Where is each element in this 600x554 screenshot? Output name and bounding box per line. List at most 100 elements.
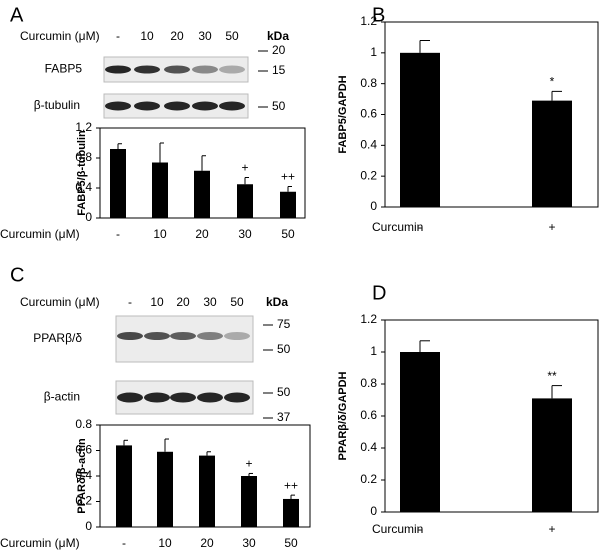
lane-label: - — [128, 295, 132, 309]
x-axis-label: Curcumin — [372, 220, 423, 234]
lane-label: 20 — [176, 295, 190, 309]
x-tick-label: 50 — [284, 536, 298, 550]
marker-label: 50 — [277, 385, 291, 399]
blot-band — [164, 65, 190, 74]
y-tick-label: 0.4 — [75, 468, 92, 482]
bar — [152, 162, 168, 218]
blot-band — [170, 392, 196, 403]
blot-band — [219, 65, 245, 74]
panel-label: C — [10, 264, 24, 286]
significance-label: + — [241, 161, 248, 175]
y-tick-label: 1.2 — [75, 120, 92, 134]
blot-band — [105, 101, 131, 111]
y-tick-label: 0 — [370, 199, 377, 213]
bar — [283, 498, 299, 527]
bar — [532, 398, 572, 512]
panel-label: A — [10, 4, 24, 26]
blot-band — [197, 392, 223, 403]
blot-band — [134, 65, 160, 74]
marker-label: 50 — [272, 99, 286, 113]
bar — [157, 451, 173, 527]
blot-band — [224, 392, 250, 403]
unit-label: kDa — [267, 29, 289, 43]
y-tick-label: 0 — [85, 210, 92, 224]
bar — [194, 170, 210, 218]
x-axis-label: Curcumin (μM) — [0, 536, 80, 550]
x-tick-label: - — [418, 522, 422, 536]
bar — [532, 100, 572, 207]
treatment-label: Curcumin (μM) — [20, 295, 100, 309]
x-tick-label: 20 — [200, 536, 214, 550]
marker-label: 15 — [272, 63, 286, 77]
x-tick-label: 20 — [195, 227, 209, 241]
x-tick-label: 30 — [242, 536, 256, 550]
x-tick-label: - — [418, 220, 422, 234]
y-axis-label: FABP5/GAPDH — [337, 75, 349, 153]
y-tick-label: 0 — [85, 519, 92, 533]
x-tick-label: + — [548, 220, 555, 234]
x-tick-label: + — [548, 522, 555, 536]
x-tick-label: - — [122, 536, 126, 550]
y-tick-label: 0.6 — [360, 107, 377, 121]
blot-band — [224, 332, 250, 340]
lane-label: - — [116, 29, 120, 43]
blot-band — [117, 392, 143, 403]
lane-label: 10 — [140, 29, 154, 43]
x-tick-label: - — [116, 227, 120, 241]
lane-label: 10 — [150, 295, 164, 309]
y-tick-label: 1.2 — [360, 14, 377, 28]
blot-band — [144, 332, 170, 340]
blot-row-label: β-tubulin — [34, 98, 80, 112]
marker-label: 20 — [272, 43, 286, 57]
x-tick-label: 30 — [238, 227, 252, 241]
bar — [400, 52, 440, 208]
marker-label: 50 — [277, 342, 291, 356]
lane-label: 50 — [225, 29, 239, 43]
y-tick-label: 0.8 — [75, 150, 92, 164]
y-tick-label: 1 — [370, 344, 377, 358]
x-tick-label: 10 — [158, 536, 172, 550]
y-tick-label: 0.4 — [360, 440, 377, 454]
y-tick-label: 0.2 — [360, 168, 377, 182]
y-tick-label: 0.4 — [75, 180, 92, 194]
significance-label: ++ — [284, 478, 298, 492]
y-tick-label: 0.8 — [75, 417, 92, 431]
y-axis-label: FABP5/β-tubulin — [76, 130, 88, 216]
blot-band — [164, 101, 190, 111]
blot-row-label: FABP5 — [45, 62, 83, 76]
treatment-label: Curcumin (μM) — [20, 29, 100, 43]
significance-label: ** — [547, 369, 557, 383]
y-tick-label: 0.8 — [360, 76, 377, 90]
y-axis-label: PPARβ/δ/GAPDH — [337, 371, 349, 460]
y-tick-label: 0.2 — [360, 472, 377, 486]
blot-band — [197, 332, 223, 340]
marker-label: 75 — [277, 317, 291, 331]
blot-band — [134, 101, 160, 111]
y-tick-label: 1 — [370, 45, 377, 59]
blot-band — [105, 65, 131, 74]
bar — [400, 352, 440, 512]
lane-label: 30 — [198, 29, 212, 43]
bar — [116, 445, 132, 527]
significance-label: + — [245, 457, 252, 471]
blot-band — [144, 392, 170, 403]
blot-band — [117, 332, 143, 340]
blot-band — [219, 101, 245, 111]
unit-label: kDa — [266, 295, 288, 309]
x-axis-label: Curcumin — [372, 522, 423, 536]
significance-label: * — [550, 75, 555, 89]
bar — [237, 184, 253, 218]
x-axis-label: Curcumin (μM) — [0, 227, 80, 241]
y-tick-label: 0.4 — [360, 138, 377, 152]
significance-label: ++ — [281, 170, 295, 184]
blot-band — [192, 101, 218, 111]
y-tick-label: 0.6 — [360, 408, 377, 422]
bar — [199, 455, 215, 527]
x-tick-label: 10 — [153, 227, 167, 241]
x-tick-label: 50 — [281, 227, 295, 241]
blot-row-label: PPARβ/δ — [33, 331, 82, 345]
panel-label: B — [372, 4, 385, 26]
marker-label: 37 — [277, 410, 291, 424]
y-axis-label: PPARδ/β-actin — [76, 438, 88, 514]
